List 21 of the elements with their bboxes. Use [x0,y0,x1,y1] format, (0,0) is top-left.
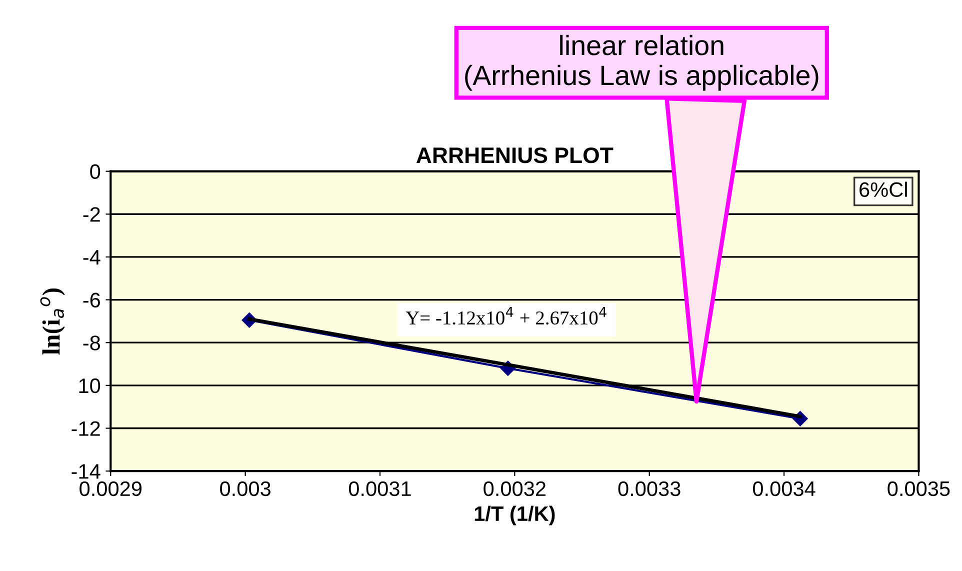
y-tick-label: -2 [83,207,100,222]
y-tick-label: -12 [72,421,100,436]
x-axis-title: 1/T (1/K) [474,506,555,526]
y-tick-label: -6 [83,292,100,308]
x-tick-label: 0.0034 [752,481,816,496]
chart-title: ARRHENIUS PLOT [416,147,614,164]
y-tick-label: -14 [72,464,100,479]
annotation: Y= -1.12x10$^{4}$ + 2.67x10$^{4}$ [406,306,606,325]
y-tick-label: 0 [90,164,100,180]
x-tick-label: 0.003 [220,481,270,496]
y-tick-label: -4 [83,250,100,264]
x-tick-label: 0.0035 [888,481,950,496]
annotation: linear relation (Arrhenius Law is applicable) [465,34,818,91]
x-tick-label: 0.0031 [348,481,411,496]
x-tick-label: 0.0033 [618,481,680,496]
x-tick-label: 0.0029 [80,481,142,496]
y-tick-label: -8 [83,336,100,350]
y-axis-title: ln(i$_{a}$$^{o}$) [40,288,65,355]
y-tick-label: 10 [79,378,100,394]
x-tick-label: 0.0032 [484,481,546,496]
text: 6%Cl [860,182,907,198]
